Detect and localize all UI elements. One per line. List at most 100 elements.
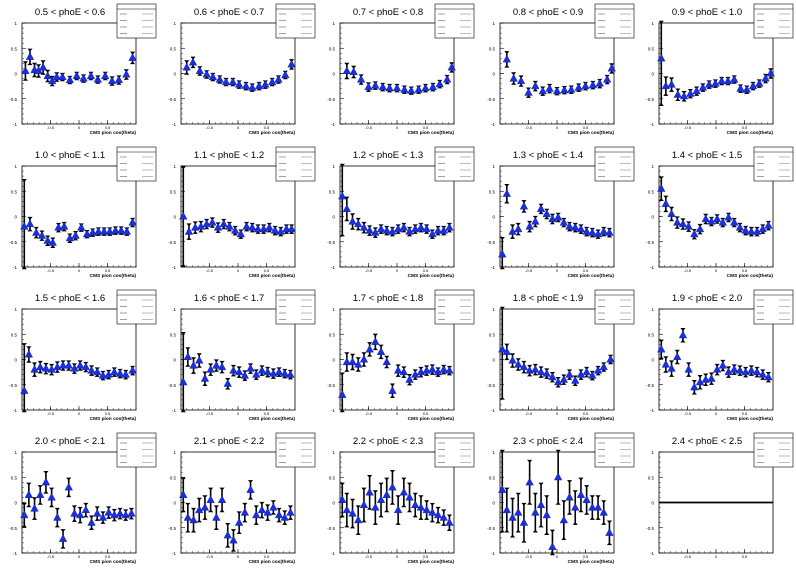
- error-cap-bottom: [106, 515, 112, 519]
- data-point: [104, 369, 113, 380]
- data-point: [752, 366, 762, 378]
- error-cap-top: [372, 490, 378, 494]
- data-point: [741, 225, 750, 236]
- data-point: [274, 507, 284, 523]
- y-tick-label: -0.5: [646, 526, 654, 531]
- error-cap-bottom: [515, 529, 521, 533]
- error-cap-bottom: [748, 233, 754, 237]
- error-cap-bottom: [365, 88, 372, 92]
- triangle-marker: [349, 67, 358, 75]
- error-cap-bottom: [601, 368, 607, 372]
- y-tick-label: -0.5: [168, 97, 176, 102]
- triangle-marker: [93, 74, 102, 83]
- data-point: [678, 218, 688, 230]
- triangle-marker: [121, 510, 130, 519]
- data-point: [241, 81, 251, 91]
- data-point: [128, 217, 137, 228]
- x-axis-label: CMS pion cos(theta): [408, 416, 455, 422]
- data-point: [25, 216, 35, 232]
- error-cap-bottom: [270, 375, 276, 379]
- triangle-marker: [276, 227, 285, 235]
- error-cap-bottom: [288, 66, 295, 70]
- error-cap-top: [389, 383, 396, 387]
- triangle-marker: [761, 73, 770, 82]
- y-tick-label: -1: [650, 551, 654, 556]
- chart-title: 1.7 < phoE < 1.8: [353, 293, 423, 304]
- data-point: [421, 83, 430, 93]
- y-tick-label: 1: [492, 21, 495, 26]
- triangle-marker: [673, 90, 682, 98]
- error-cap-bottom: [446, 527, 453, 531]
- error-cap-bottom: [572, 229, 578, 233]
- triangle-marker: [58, 360, 68, 369]
- triangle-marker: [179, 490, 188, 498]
- x-tick-label: -0.5: [684, 125, 692, 130]
- y-tick-label: 0: [173, 72, 176, 77]
- data-point: [365, 342, 374, 357]
- error-cap-top: [521, 502, 527, 506]
- error-cap-bottom: [435, 373, 441, 377]
- data-point: [400, 85, 409, 94]
- data-point: [263, 366, 272, 378]
- error-cap-bottom: [283, 230, 290, 234]
- error-cap-top: [282, 510, 288, 514]
- y-tick-label: 0: [173, 501, 176, 506]
- triangle-marker: [388, 227, 397, 235]
- triangle-marker: [286, 507, 295, 516]
- triangle-marker: [200, 374, 210, 382]
- error-cap-top: [106, 506, 112, 510]
- error-cap-bottom: [185, 529, 191, 533]
- data-point: [445, 222, 454, 233]
- data-point: [565, 369, 574, 380]
- data-point: [280, 368, 289, 379]
- triangle-marker: [38, 62, 48, 71]
- error-cap-top: [21, 502, 27, 506]
- data-point: [58, 360, 68, 371]
- error-cap-top: [190, 507, 197, 511]
- y-tick-label: -0.5: [487, 526, 495, 531]
- error-cap-bottom: [521, 370, 527, 374]
- data-point: [605, 520, 614, 546]
- error-cap-bottom: [278, 233, 284, 237]
- data-point: [724, 212, 733, 223]
- chart-title: 2.4 < phoE < 2.5: [672, 436, 742, 447]
- error-cap-top: [584, 485, 590, 489]
- error-cap-top: [549, 529, 556, 533]
- error-cap-bottom: [243, 228, 250, 232]
- triangle-marker: [195, 505, 204, 514]
- error-cap-bottom: [33, 235, 39, 239]
- x-tick-label: -0.5: [206, 268, 214, 273]
- stats-box-frame: [753, 3, 794, 39]
- triangle-marker: [376, 347, 386, 355]
- data-point: [280, 510, 289, 525]
- x-tick-label: 0: [237, 554, 240, 559]
- data-point: [104, 506, 113, 519]
- y-tick-label: 0: [14, 358, 17, 363]
- triangle-marker: [128, 365, 137, 374]
- error-cap-bottom: [395, 373, 401, 377]
- data-point: [348, 498, 357, 529]
- error-cap-top: [287, 505, 294, 509]
- error-cap-bottom: [372, 347, 378, 351]
- triangle-marker: [225, 221, 234, 230]
- data-point: [542, 208, 551, 220]
- data-point: [221, 77, 231, 87]
- error-cap-bottom: [247, 496, 254, 500]
- x-tick-label: 0: [78, 125, 81, 130]
- triangle-marker: [342, 204, 351, 212]
- data-point: [516, 75, 526, 87]
- error-cap-top: [504, 51, 510, 55]
- triangle-marker: [567, 85, 576, 93]
- y-tick-label: -0.5: [9, 97, 17, 102]
- error-cap-bottom: [21, 524, 27, 528]
- error-cap-top: [40, 60, 46, 64]
- error-cap-bottom: [691, 391, 697, 395]
- stats-box: [594, 289, 635, 325]
- error-cap-top: [45, 69, 51, 73]
- y-tick-label: -1: [491, 551, 495, 556]
- y-tick-label: 1: [173, 450, 176, 455]
- y-tick-label: 0.5: [329, 189, 336, 194]
- triangle-marker: [690, 382, 699, 391]
- data-point: [538, 86, 547, 96]
